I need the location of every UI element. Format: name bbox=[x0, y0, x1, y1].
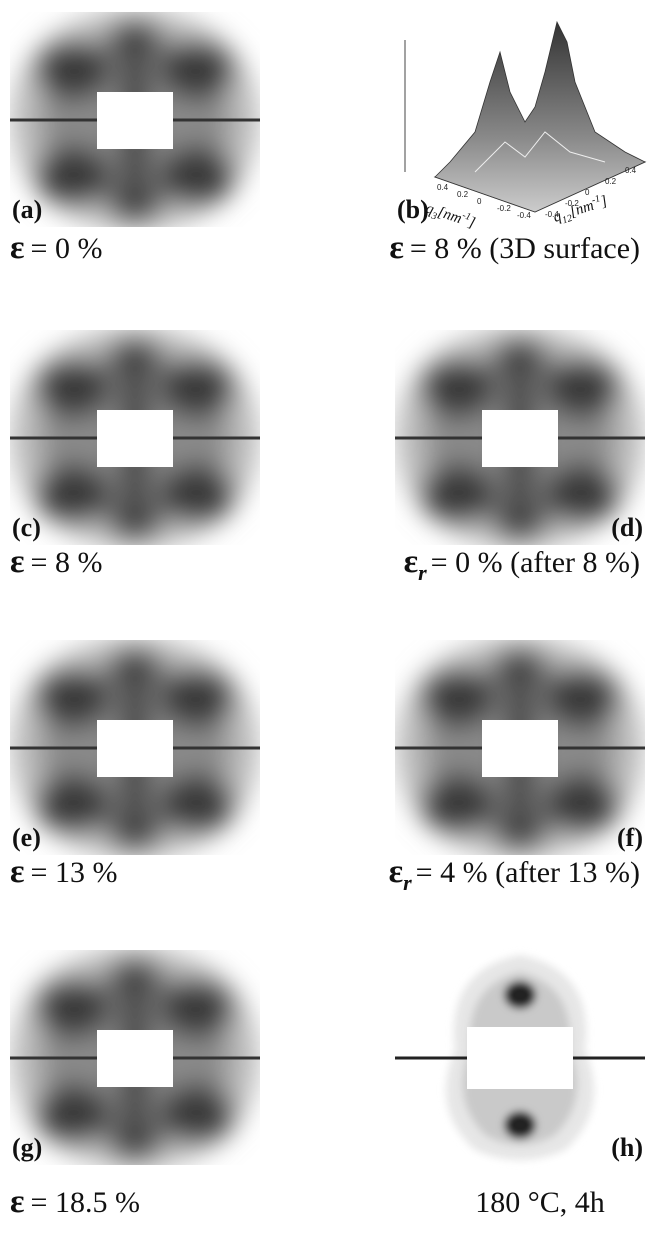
lobe bbox=[159, 358, 235, 418]
caption-symbol: ε bbox=[10, 543, 25, 580]
tick-label: 0.2 bbox=[457, 190, 469, 199]
tick-label: 0.4 bbox=[625, 166, 637, 175]
beamstop bbox=[97, 92, 173, 149]
caption: ε= 8 % (3D surface) bbox=[389, 229, 640, 266]
caption: εr= 0 % (after 8 %) bbox=[404, 543, 640, 585]
panel: (h) bbox=[395, 955, 645, 1162]
caption-text: = 0 % bbox=[31, 232, 103, 265]
lobe bbox=[35, 774, 111, 834]
lobe bbox=[159, 1084, 235, 1144]
panel: (f) bbox=[395, 636, 645, 860]
scattering-pattern bbox=[10, 636, 260, 860]
axis-label: q3[nm-1] bbox=[423, 199, 478, 235]
lobe bbox=[35, 146, 111, 206]
caption-text: = 4 % (after 13 %) bbox=[416, 856, 640, 889]
caption: ε= 13 % bbox=[10, 853, 117, 890]
lobe bbox=[544, 358, 620, 418]
lobe bbox=[159, 40, 235, 100]
panel-label: (c) bbox=[12, 513, 41, 542]
lobe bbox=[420, 358, 496, 418]
panel-label: (b) bbox=[397, 195, 429, 224]
caption-symbol: ε bbox=[10, 853, 25, 890]
tick-label: -0.2 bbox=[497, 204, 511, 213]
spot bbox=[504, 981, 536, 1009]
lobe bbox=[544, 464, 620, 524]
lobe bbox=[159, 774, 235, 834]
caption: ε= 0 % bbox=[10, 229, 102, 266]
beamstop bbox=[97, 1030, 173, 1087]
figure: (a)ε= 0 %0.4-0.40.2-0.200-0.20.2-0.40.4q… bbox=[0, 0, 647, 1239]
lobe bbox=[544, 774, 620, 834]
panel: (c) bbox=[10, 326, 260, 550]
spot bbox=[504, 1111, 536, 1139]
beamstop bbox=[482, 410, 558, 467]
lobe bbox=[420, 774, 496, 834]
caption-symbol: ε bbox=[389, 229, 404, 266]
panel-label: (e) bbox=[12, 823, 41, 852]
lobe bbox=[420, 668, 496, 728]
panel: (d) bbox=[395, 326, 645, 550]
caption-text: = 8 % bbox=[31, 546, 103, 579]
caption-text: = 13 % bbox=[31, 856, 118, 889]
caption-text: = 8 % (3D surface) bbox=[410, 232, 640, 265]
caption-sub: r bbox=[418, 560, 427, 585]
panel: 0.4-0.40.2-0.200-0.20.2-0.40.4q3[nm-1]q1… bbox=[397, 22, 645, 234]
tick-label: 0 bbox=[477, 197, 482, 206]
panel-label: (a) bbox=[12, 195, 42, 224]
caption-symbol: ε bbox=[404, 543, 419, 580]
beamstop bbox=[97, 720, 173, 777]
panel-label: (f) bbox=[617, 823, 643, 852]
lobe bbox=[35, 358, 111, 418]
caption-text: = 0 % (after 8 %) bbox=[431, 546, 640, 579]
beamstop bbox=[467, 1027, 573, 1089]
caption-symbol: ε bbox=[10, 1183, 25, 1220]
caption: 180 °C, 4h bbox=[475, 1186, 605, 1219]
surface-plot: 0.4-0.40.2-0.200-0.20.2-0.40.4q3[nm-1]q1… bbox=[405, 22, 645, 234]
tick-label: 0.2 bbox=[605, 177, 617, 186]
caption: ε= 8 % bbox=[10, 543, 102, 580]
tick-label: -0.4 bbox=[517, 211, 531, 220]
lobe bbox=[159, 668, 235, 728]
lobe bbox=[35, 40, 111, 100]
caption-symbol: ε bbox=[389, 853, 404, 890]
caption-sub: r bbox=[403, 870, 412, 895]
axis-unit: [nm bbox=[436, 204, 464, 227]
lobe bbox=[420, 464, 496, 524]
lobe bbox=[35, 1084, 111, 1144]
lobe bbox=[159, 978, 235, 1038]
lobe bbox=[35, 464, 111, 524]
panel: (e) bbox=[10, 636, 260, 860]
caption-text: = 18.5 % bbox=[31, 1186, 140, 1219]
lobe bbox=[159, 464, 235, 524]
tick-label: 0.4 bbox=[437, 183, 449, 192]
scattering-pattern bbox=[10, 8, 260, 232]
lobe bbox=[159, 146, 235, 206]
contour-pattern bbox=[395, 955, 645, 1160]
panel-label: (h) bbox=[611, 1133, 643, 1162]
beamstop bbox=[97, 410, 173, 467]
panel-label: (d) bbox=[611, 513, 643, 542]
scattering-pattern bbox=[395, 636, 645, 860]
scattering-pattern bbox=[10, 326, 260, 550]
caption: εr= 4 % (after 13 %) bbox=[389, 853, 640, 895]
caption-text: 180 °C, 4h bbox=[475, 1186, 605, 1219]
scattering-pattern bbox=[395, 326, 645, 550]
panel: (g) bbox=[10, 946, 260, 1170]
beamstop bbox=[482, 720, 558, 777]
panel: (a) bbox=[10, 8, 260, 232]
scattering-pattern bbox=[10, 946, 260, 1170]
lobe bbox=[35, 978, 111, 1038]
caption: ε= 18.5 % bbox=[10, 1183, 140, 1220]
lobe bbox=[544, 668, 620, 728]
lobe bbox=[35, 668, 111, 728]
panel-label: (g) bbox=[12, 1133, 42, 1162]
caption-symbol: ε bbox=[10, 229, 25, 266]
